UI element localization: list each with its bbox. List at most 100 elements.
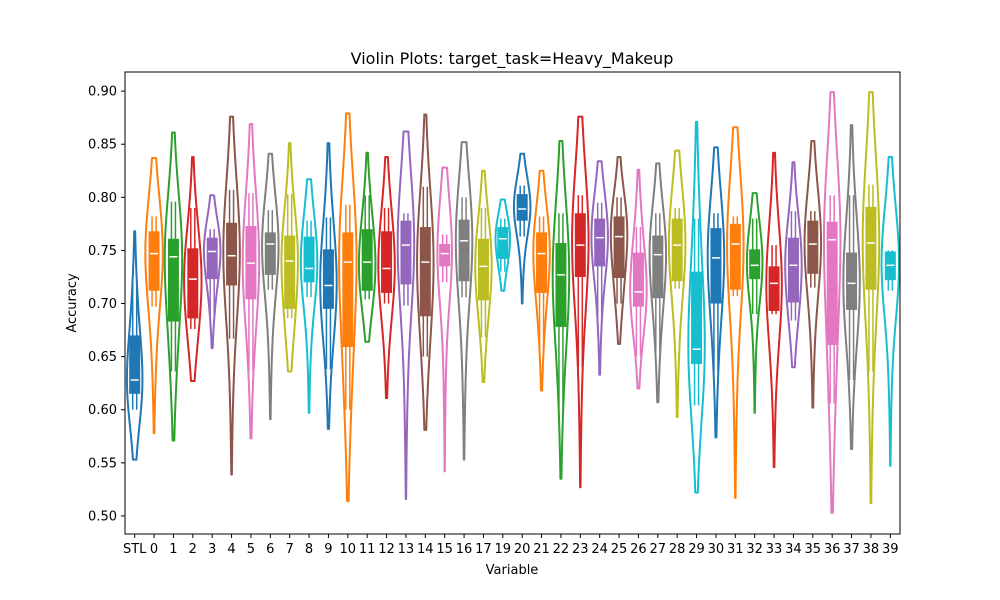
x-tick-label: 33 [766, 542, 783, 557]
x-tick-label: 38 [863, 542, 880, 557]
violin-30 [706, 146, 726, 439]
violin-iqr-box [303, 236, 315, 283]
x-tick-label: 22 [553, 542, 570, 557]
x-tick-label: 7 [286, 542, 294, 557]
violin-outline [183, 155, 203, 383]
violin-iqr-box [458, 219, 470, 282]
violin-iqr-box [787, 237, 799, 303]
x-tick-label: STL [123, 542, 147, 557]
violin-iqr-box [516, 194, 528, 221]
violins-layer [125, 91, 901, 514]
violin-outline [125, 230, 144, 461]
violin-iqr-box [439, 244, 451, 267]
x-tick-label: 25 [611, 542, 628, 557]
violin-iqr-box [768, 266, 780, 311]
x-tick-label: 12 [378, 542, 395, 557]
violin-outline [144, 157, 164, 435]
violin-STL [125, 230, 144, 461]
y-tick-label: 0.75 [88, 244, 117, 259]
violin-iqr-box [167, 238, 179, 322]
violin-7 [280, 142, 299, 373]
violin-21 [532, 169, 551, 392]
y-tick-label: 0.55 [88, 456, 117, 471]
violin-outline [745, 192, 764, 414]
violin-iqr-box [342, 232, 354, 348]
violin-29 [687, 120, 706, 494]
x-tick-label: 37 [843, 542, 860, 557]
violin-iqr-box [671, 218, 683, 282]
chart-title: Violin Plots: target_task=Heavy_Makeup [351, 49, 674, 69]
violin-iqr-box [846, 252, 858, 310]
y-axis-label: Accuracy [65, 273, 80, 333]
plot-area-frame [124, 71, 901, 535]
violin-outline [648, 162, 668, 404]
violin-iqr-box [497, 227, 509, 259]
x-tick-label: 27 [650, 542, 667, 557]
x-tick-label: 21 [533, 542, 550, 557]
violin-outline [241, 123, 261, 440]
violin-outline [803, 140, 823, 409]
violin-15 [436, 166, 453, 473]
violin-1 [163, 131, 184, 442]
x-tick-label: 5 [247, 542, 255, 557]
violin-16 [454, 141, 474, 461]
violin-27 [648, 162, 668, 404]
violin-iqr-box [632, 252, 644, 307]
y-axis: 0.50 0.55 0.60 0.65 0.70 0.75 0.80 0.85 0.90 [88, 85, 125, 524]
violin-outline [377, 155, 396, 400]
violin-iqr-box [865, 206, 877, 290]
violin-iqr-box [187, 248, 199, 319]
violin-outline [436, 166, 453, 473]
violin-37 [842, 124, 861, 451]
x-tick-label: 32 [746, 542, 763, 557]
violin-outline [861, 91, 881, 505]
x-tick-label: 16 [456, 542, 473, 557]
violin-33 [765, 151, 783, 469]
violin-outline [512, 152, 532, 305]
x-tick-label: 20 [514, 542, 531, 557]
violin-outline [357, 151, 377, 343]
violin-outline [629, 168, 648, 390]
violin-outline [842, 124, 861, 451]
x-tick-label: 39 [882, 542, 899, 557]
violin-9 [319, 142, 338, 430]
x-tick-label: 13 [398, 542, 415, 557]
y-tick-label: 0.65 [88, 350, 117, 365]
x-tick-label: 4 [227, 542, 235, 557]
violin-39 [880, 155, 901, 468]
violin-iqr-box [729, 223, 741, 290]
violin-outline [474, 169, 493, 384]
violin-iqr-box [322, 249, 334, 309]
violin-3 [202, 194, 222, 350]
y-tick-label: 0.60 [88, 403, 117, 418]
violin-iqr-box [419, 227, 431, 317]
violin-20 [512, 152, 532, 305]
violin-outline [319, 142, 338, 430]
violin-28 [667, 149, 687, 419]
y-tick-label: 0.50 [88, 509, 117, 524]
violin-35 [803, 140, 823, 409]
violin-outline [202, 194, 222, 350]
x-axis-label: Variable [486, 563, 539, 578]
violin-22 [551, 140, 571, 480]
violin-iqr-box [148, 231, 160, 291]
violin-outline [706, 146, 726, 439]
violin-outline [726, 126, 745, 499]
violin-outline [822, 91, 842, 514]
x-tick-label: 19 [495, 542, 512, 557]
violin-17 [474, 169, 493, 384]
x-tick-label: 0 [150, 542, 158, 557]
violin-iqr-box [613, 216, 625, 279]
x-tick-label: 29 [688, 542, 705, 557]
x-tick-label: 34 [785, 542, 802, 557]
violin-outline [590, 160, 609, 376]
x-tick-label: 24 [591, 542, 608, 557]
violin-4 [222, 115, 241, 476]
violin-outline [261, 152, 280, 421]
violin-iqr-box [381, 231, 393, 293]
violin-iqr-box [284, 235, 296, 309]
violin-6 [261, 152, 280, 421]
violin-iqr-box [749, 249, 761, 280]
violin-outline [494, 198, 512, 292]
x-tick-label: 35 [805, 542, 822, 557]
